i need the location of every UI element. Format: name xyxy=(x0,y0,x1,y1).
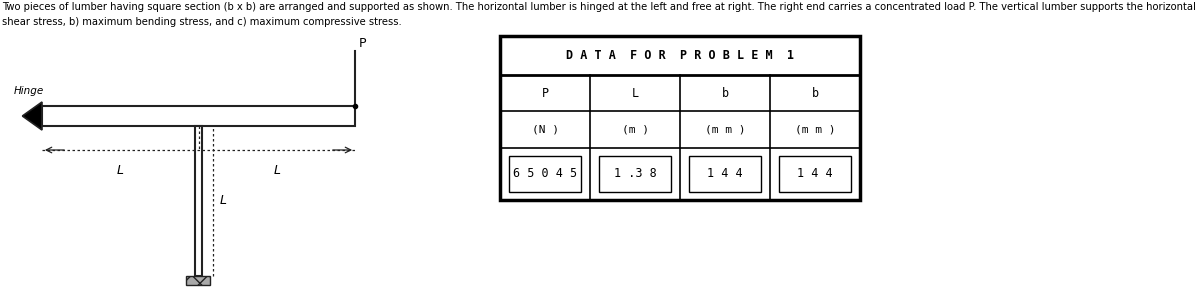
Text: shear stress, b) maximum bending stress, and c) maximum compressive stress.: shear stress, b) maximum bending stress,… xyxy=(2,17,402,27)
Text: Hinge: Hinge xyxy=(14,86,44,96)
Text: L: L xyxy=(220,194,227,208)
Bar xyxy=(186,276,210,285)
Text: (N ): (N ) xyxy=(532,124,558,135)
Text: L: L xyxy=(116,164,124,177)
Bar xyxy=(500,36,860,200)
Text: 6 5 0 4 5: 6 5 0 4 5 xyxy=(512,167,577,180)
Bar xyxy=(779,156,851,192)
Text: Two pieces of lumber having square section (b x b) are arranged and supported as: Two pieces of lumber having square secti… xyxy=(2,2,1200,11)
Bar xyxy=(509,156,581,192)
Text: 1 4 4: 1 4 4 xyxy=(797,167,833,180)
Text: P: P xyxy=(541,87,548,100)
Text: b: b xyxy=(721,87,728,100)
Bar xyxy=(196,126,202,276)
Text: D A T A  F O R  P R O B L E M  1: D A T A F O R P R O B L E M 1 xyxy=(566,49,794,62)
Text: P: P xyxy=(359,37,366,50)
Bar xyxy=(599,156,671,192)
Text: (m m ): (m m ) xyxy=(794,124,835,135)
Text: L: L xyxy=(631,87,638,100)
Text: 1 .3 8: 1 .3 8 xyxy=(613,167,656,180)
Text: L: L xyxy=(274,164,281,177)
Bar xyxy=(42,106,355,126)
Polygon shape xyxy=(23,102,42,130)
Text: (m m ): (m m ) xyxy=(704,124,745,135)
Text: 1 4 4: 1 4 4 xyxy=(707,167,743,180)
Text: b: b xyxy=(811,87,818,100)
Text: (m ): (m ) xyxy=(622,124,648,135)
Bar xyxy=(689,156,761,192)
